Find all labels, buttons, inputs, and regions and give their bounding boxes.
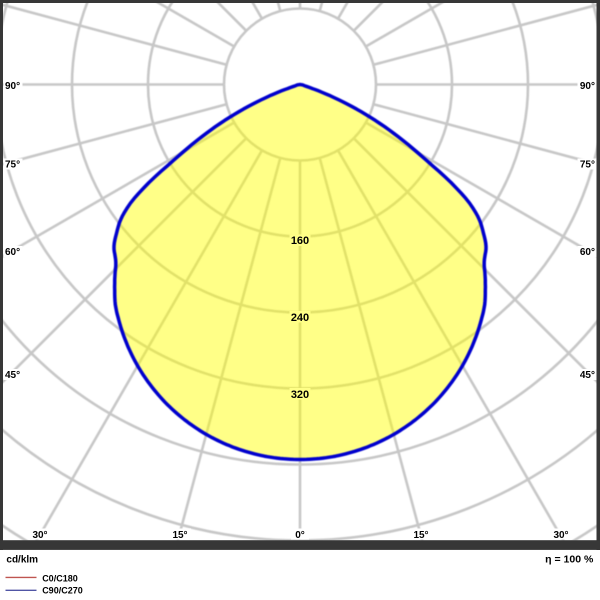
svg-text:45°: 45° [5, 370, 20, 381]
svg-text:45°: 45° [580, 370, 595, 381]
svg-text:60°: 60° [580, 247, 595, 258]
svg-text:60°: 60° [5, 247, 20, 258]
svg-text:cd/klm: cd/klm [6, 555, 38, 566]
svg-text:η = 100 %: η = 100 % [545, 554, 594, 566]
svg-text:90°: 90° [5, 81, 20, 92]
svg-text:C0/C180: C0/C180 [42, 573, 78, 583]
svg-text:160: 160 [291, 235, 309, 247]
svg-text:75°: 75° [580, 160, 595, 171]
svg-text:30°: 30° [553, 530, 568, 541]
svg-text:15°: 15° [172, 530, 187, 541]
svg-text:30°: 30° [32, 530, 47, 541]
svg-text:75°: 75° [5, 160, 20, 171]
svg-text:320: 320 [291, 389, 309, 401]
svg-text:240: 240 [291, 312, 309, 324]
svg-text:0°: 0° [295, 530, 305, 541]
svg-text:C90/C270: C90/C270 [42, 586, 83, 596]
svg-text:15°: 15° [413, 530, 428, 541]
svg-text:90°: 90° [580, 81, 595, 92]
